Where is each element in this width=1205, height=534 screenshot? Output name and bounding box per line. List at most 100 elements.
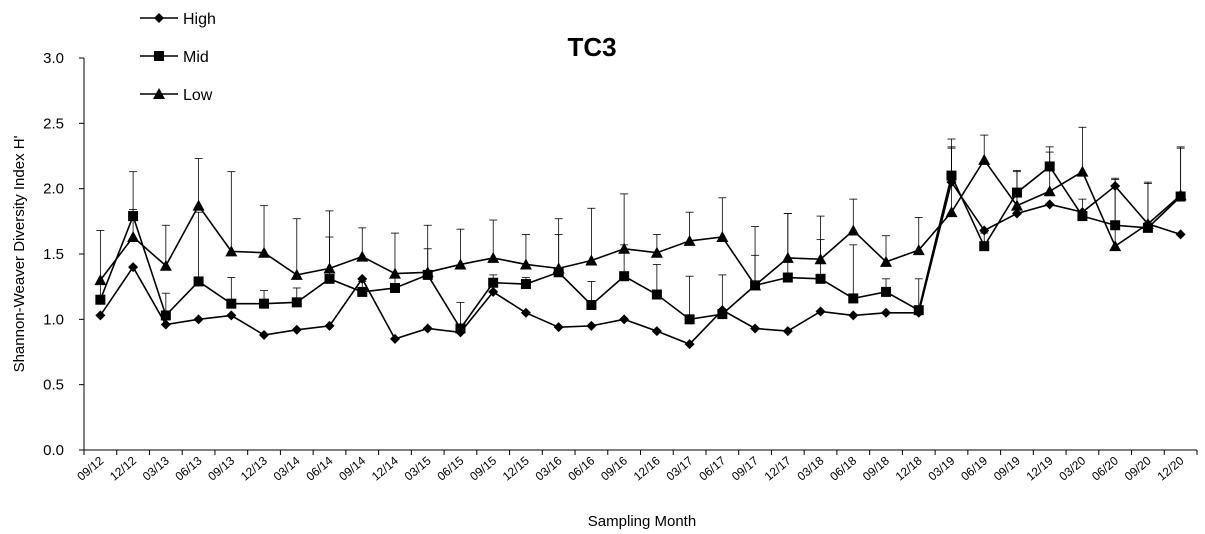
data-point-mid	[782, 272, 793, 283]
series-line-high	[99, 180, 1181, 346]
data-point-high	[259, 330, 270, 341]
x-tick-label: 06/15	[434, 453, 466, 483]
data-point-mid	[455, 323, 466, 334]
series-line-low	[99, 158, 1182, 287]
data-point-mid	[324, 273, 335, 284]
data-point-high	[160, 319, 171, 330]
data-point-low	[716, 231, 729, 243]
x-tick-label: 06/19	[958, 453, 990, 483]
data-point-mid	[520, 279, 531, 290]
data-point-high	[488, 286, 499, 297]
data-point-mid	[848, 293, 859, 304]
data-point-mid	[1011, 187, 1022, 198]
y-tick-label: 0.0	[43, 442, 64, 459]
data-point-high	[782, 326, 793, 337]
data-point-low	[978, 153, 991, 165]
data-point-high	[684, 339, 695, 350]
data-point-low	[225, 245, 238, 257]
data-point-high	[619, 314, 630, 325]
data-point-low	[388, 267, 401, 279]
data-point-high	[1175, 229, 1186, 240]
x-tick-label: 09/19	[991, 453, 1023, 483]
data-point-high	[357, 273, 368, 284]
x-tick-label: 03/15	[402, 453, 434, 483]
data-point-low	[749, 279, 762, 291]
data-point-high	[226, 310, 237, 321]
x-tick-label: 09/20	[1122, 453, 1154, 483]
data-point-high	[291, 324, 302, 335]
data-point-high	[324, 320, 335, 331]
x-tick-label: 12/19	[1024, 453, 1056, 483]
data-point-low	[1174, 189, 1187, 201]
data-point-mid	[1077, 211, 1088, 222]
data-point-low	[650, 246, 663, 258]
series-low	[94, 153, 1187, 291]
data-point-low	[912, 244, 925, 256]
plot-area: 0.00.51.01.52.02.53.009/12 12/12 03/13 06/1…	[43, 50, 1198, 484]
data-point-high	[389, 333, 400, 344]
x-tick-label: 03/20	[1056, 453, 1088, 483]
data-point-high	[128, 262, 139, 273]
x-tick-label: 09/18	[860, 453, 892, 483]
y-axis-label: Shannon-Weaver Diversity Index H'	[11, 135, 28, 372]
legend-label: High	[183, 11, 216, 28]
data-point-mid	[95, 294, 106, 305]
data-point-high	[1110, 181, 1121, 192]
x-tick-label: 12/18	[893, 453, 925, 483]
x-tick-label: 06/13	[172, 453, 204, 483]
data-point-mid	[389, 282, 400, 293]
x-tick-label: 09/17	[729, 453, 761, 483]
data-point-high	[1044, 199, 1055, 210]
data-point-high	[520, 307, 531, 318]
data-point-low	[1043, 185, 1056, 197]
y-tick-label: 3.0	[43, 50, 64, 67]
data-point-mid	[488, 277, 499, 288]
data-point-low	[159, 259, 172, 271]
data-point-high	[750, 323, 761, 334]
data-point-mid	[128, 211, 139, 222]
data-point-high	[848, 310, 859, 321]
x-tick-label: 09/16	[598, 453, 630, 483]
x-tick-label: 09/15	[467, 453, 499, 483]
data-point-low	[880, 255, 893, 267]
y-tick-label: 0.5	[43, 377, 64, 394]
data-point-low	[1010, 199, 1023, 211]
data-point-low	[94, 274, 107, 286]
x-tick-label: 03/16	[533, 453, 565, 483]
x-tick-label: 06/18	[827, 453, 859, 483]
x-tick-label: 06/20	[1089, 453, 1121, 483]
x-tick-label: 12/16	[631, 453, 663, 483]
data-point-low	[421, 266, 434, 278]
legend-item-high: High	[140, 11, 216, 28]
data-point-low	[585, 254, 598, 266]
data-point-high	[979, 225, 990, 236]
legend-item-mid: Mid	[140, 49, 209, 66]
x-tick-label: 09/12	[74, 453, 106, 483]
data-point-low	[487, 251, 500, 263]
data-point-mid	[717, 309, 728, 320]
data-point-mid	[193, 276, 204, 287]
data-point-mid	[684, 314, 695, 325]
data-point-mid	[946, 170, 957, 181]
data-point-mid	[881, 286, 892, 297]
legend-item-low: Low	[140, 87, 213, 104]
y-tick-label: 1.0	[43, 311, 64, 328]
x-tick-label: 03/14	[271, 453, 303, 483]
x-tick-label: 12/20	[1155, 453, 1187, 483]
data-point-low	[847, 224, 860, 236]
data-point-mid	[226, 298, 237, 309]
data-point-mid	[259, 298, 270, 309]
data-point-low	[683, 234, 696, 246]
data-point-mid	[815, 273, 826, 284]
data-point-low	[945, 206, 958, 218]
data-point-mid	[1044, 161, 1055, 172]
legend-marker	[153, 88, 165, 99]
legend-marker	[154, 13, 164, 23]
x-tick-label: 12/12	[107, 453, 139, 483]
x-tick-label: 03/17	[664, 453, 696, 483]
data-point-mid	[913, 305, 924, 316]
data-point-high	[815, 306, 826, 317]
data-point-low	[814, 253, 827, 265]
x-tick-label: 09/14	[336, 453, 368, 483]
data-point-high	[95, 310, 106, 321]
